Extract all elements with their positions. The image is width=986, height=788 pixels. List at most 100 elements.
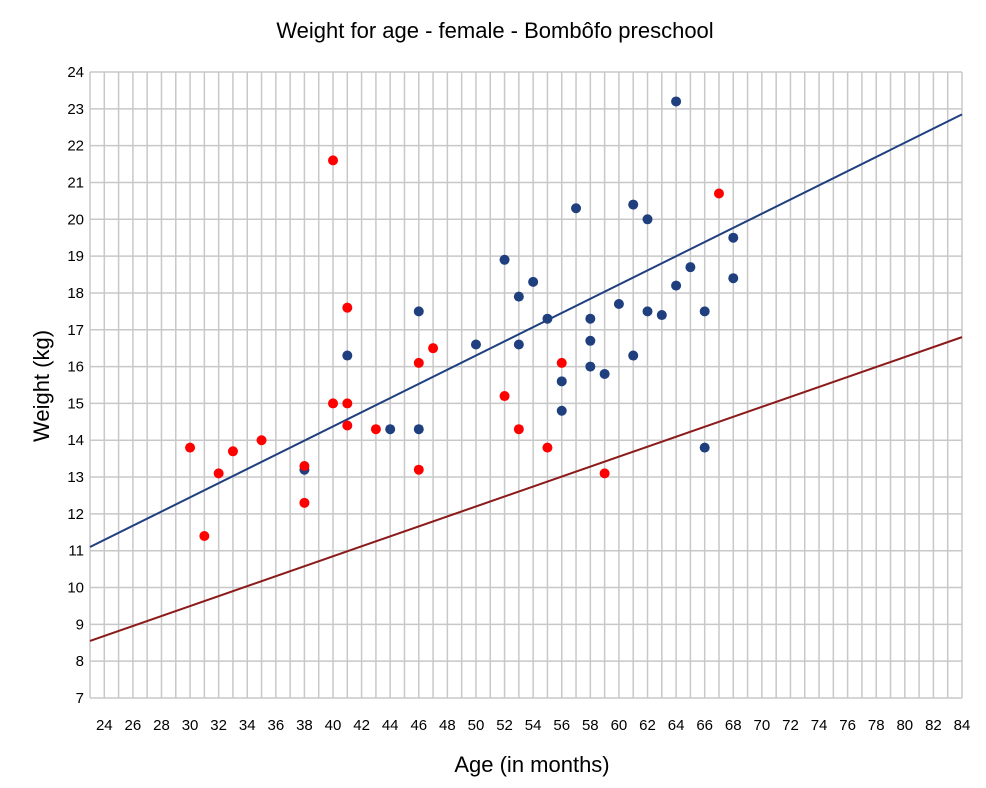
x-tick-label: 74 (811, 717, 828, 734)
x-tick-label: 24 (96, 717, 113, 734)
data-point (599, 368, 610, 379)
x-tick-label: 78 (868, 717, 885, 734)
chart-title: Weight for age - female - Bombôfo presch… (276, 18, 713, 43)
y-tick-label: 23 (67, 101, 84, 118)
x-tick-label: 44 (382, 717, 399, 734)
x-axis-title: Age (in months) (454, 752, 609, 777)
x-tick-label: 46 (410, 717, 427, 734)
data-point (542, 442, 553, 453)
data-point (728, 273, 739, 284)
y-tick-label: 11 (68, 543, 84, 560)
data-point (671, 96, 682, 107)
data-point (342, 398, 353, 409)
y-tick-label: 16 (67, 359, 84, 376)
y-tick-label: 17 (67, 322, 84, 339)
data-point (699, 306, 710, 317)
data-point (328, 398, 339, 409)
x-tick-label: 58 (582, 717, 599, 734)
y-tick-label: 22 (67, 138, 84, 155)
y-axis-title: Weight (kg) (29, 330, 54, 442)
data-point (499, 254, 510, 265)
x-tick-label: 50 (468, 717, 485, 734)
y-tick-label: 13 (67, 469, 84, 486)
data-point (342, 302, 353, 313)
x-tick-label: 70 (754, 717, 771, 734)
data-points (185, 96, 739, 541)
x-tick-label: 64 (668, 717, 685, 734)
y-tick-label: 14 (67, 432, 84, 449)
data-point (528, 276, 539, 287)
data-point (513, 339, 524, 350)
y-tick-label: 21 (67, 174, 84, 191)
y-tick-label: 19 (67, 248, 84, 265)
data-point (585, 361, 596, 372)
data-point (413, 357, 424, 368)
y-tick-label: 8 (76, 653, 84, 670)
reference-line (89, 113, 963, 548)
y-tick-label: 10 (67, 580, 84, 597)
data-point (671, 280, 682, 291)
data-point (513, 424, 524, 435)
x-tick-label: 76 (839, 717, 856, 734)
data-point (628, 350, 639, 361)
x-tick-label: 72 (782, 717, 799, 734)
data-point (713, 188, 724, 199)
x-tick-label: 40 (325, 717, 342, 734)
data-point (299, 461, 310, 472)
data-point (613, 298, 624, 309)
data-point (428, 343, 439, 354)
reference-lines (89, 113, 963, 642)
y-tick-label: 24 (67, 64, 84, 81)
data-point (628, 199, 639, 210)
data-point (413, 306, 424, 317)
x-tick-label: 54 (525, 717, 542, 734)
data-point (571, 203, 582, 214)
x-tick-label: 28 (153, 717, 170, 734)
x-tick-label: 82 (925, 717, 942, 734)
reference-line (89, 336, 963, 642)
data-point (299, 497, 310, 508)
x-tick-label: 38 (296, 717, 313, 734)
x-tick-label: 34 (239, 717, 256, 734)
x-tick-label: 26 (125, 717, 142, 734)
data-point (328, 155, 339, 166)
data-point (470, 339, 481, 350)
data-point (342, 350, 353, 361)
y-tick-label: 7 (76, 690, 84, 707)
x-tick-label: 32 (210, 717, 227, 734)
data-point (256, 435, 267, 446)
x-tick-label: 60 (611, 717, 628, 734)
x-tick-label: 36 (267, 717, 284, 734)
data-point (227, 446, 238, 457)
data-point (642, 306, 653, 317)
data-point (499, 391, 510, 402)
grid (89, 71, 963, 699)
data-point (556, 376, 567, 387)
data-point (213, 468, 224, 479)
data-point (413, 464, 424, 475)
data-point (642, 214, 653, 225)
x-tick-label: 68 (725, 717, 742, 734)
data-point (699, 442, 710, 453)
y-tick-label: 20 (67, 211, 84, 228)
y-tick-label: 9 (76, 616, 84, 633)
y-axis-ticks: 7 8 9 10 11 12 13 14 15 16 17 18 19 20 21 22 23 24 (67, 64, 84, 707)
x-tick-label: 30 (182, 717, 199, 734)
x-tick-label: 56 (553, 717, 570, 734)
x-axis-ticks: 24 26 28 30 32 34 36 38 40 42 44 46 48 50 52 54 56 58 60 62… (96, 717, 970, 734)
x-tick-label: 66 (696, 717, 713, 734)
data-point (413, 424, 424, 435)
data-point (385, 424, 396, 435)
data-point (585, 313, 596, 324)
data-point (513, 291, 524, 302)
y-tick-label: 15 (67, 395, 84, 412)
y-tick-label: 18 (67, 285, 84, 302)
data-point (656, 310, 667, 321)
data-point (599, 468, 610, 479)
y-tick-label: 12 (67, 506, 84, 523)
data-point (556, 357, 567, 368)
data-point (370, 424, 381, 435)
x-tick-label: 84 (954, 717, 971, 734)
